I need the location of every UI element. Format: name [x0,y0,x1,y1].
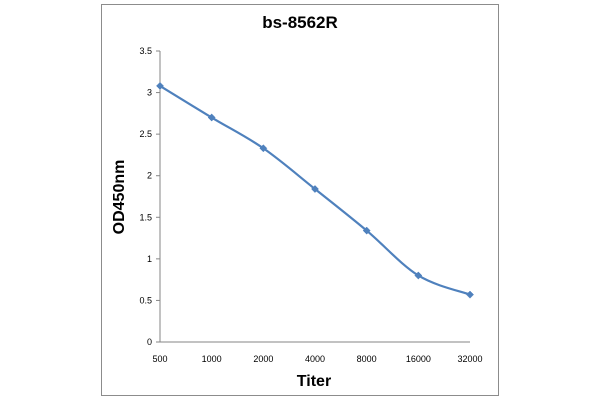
data-point-marker [156,81,164,90]
x-tick-label: 4000 [305,354,325,364]
x-tick-label: 16000 [406,354,431,364]
data-point-marker [466,290,474,299]
x-tick-label: 32000 [457,354,482,364]
y-axis-title: OD450nm [111,160,128,235]
x-axis-title: Titer [297,373,331,390]
data-point-marker [259,144,268,153]
data-point-marker [311,185,319,193]
y-tick-label: 2.5 [139,129,152,139]
x-tick-label: 2000 [253,354,273,364]
data-point-marker [207,113,216,122]
x-tick-label: 1000 [202,354,222,364]
y-tick-label: 3.5 [139,46,152,56]
y-tick-label: 1.5 [139,212,152,222]
y-tick-label: 0.5 [139,295,152,305]
y-tick-label: 3 [147,88,152,98]
plot-area [156,81,474,299]
y-tick-label: 1 [147,254,152,264]
y-tick-label: 2 [147,171,152,181]
x-tick-label: 8000 [357,354,377,364]
data-point-marker [414,271,423,280]
chart-frame [101,4,499,396]
data-point-marker [362,226,371,235]
x-tick-label: 500 [152,354,167,364]
y-tick-label: 0 [147,337,152,347]
axes: 0 0.5 1 1.5 2 2.5 3 3.5 500 1000 2000 4000 8000 16000… [139,46,482,364]
chart-title: bs-8562R [262,13,338,32]
